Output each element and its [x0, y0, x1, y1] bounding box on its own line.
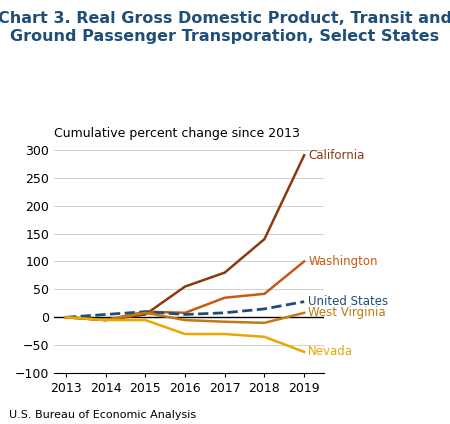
Text: U.S. Bureau of Economic Analysis: U.S. Bureau of Economic Analysis [9, 410, 196, 420]
Text: California: California [308, 149, 364, 162]
Text: Washington: Washington [308, 255, 378, 268]
Text: United States: United States [308, 295, 388, 308]
Text: Nevada: Nevada [308, 346, 353, 358]
Text: Cumulative percent change since 2013: Cumulative percent change since 2013 [54, 127, 300, 140]
Text: West Virginia: West Virginia [308, 306, 386, 319]
Text: Chart 3. Real Gross Domestic Product, Transit and
Ground Passenger Transporation: Chart 3. Real Gross Domestic Product, Tr… [0, 11, 450, 44]
